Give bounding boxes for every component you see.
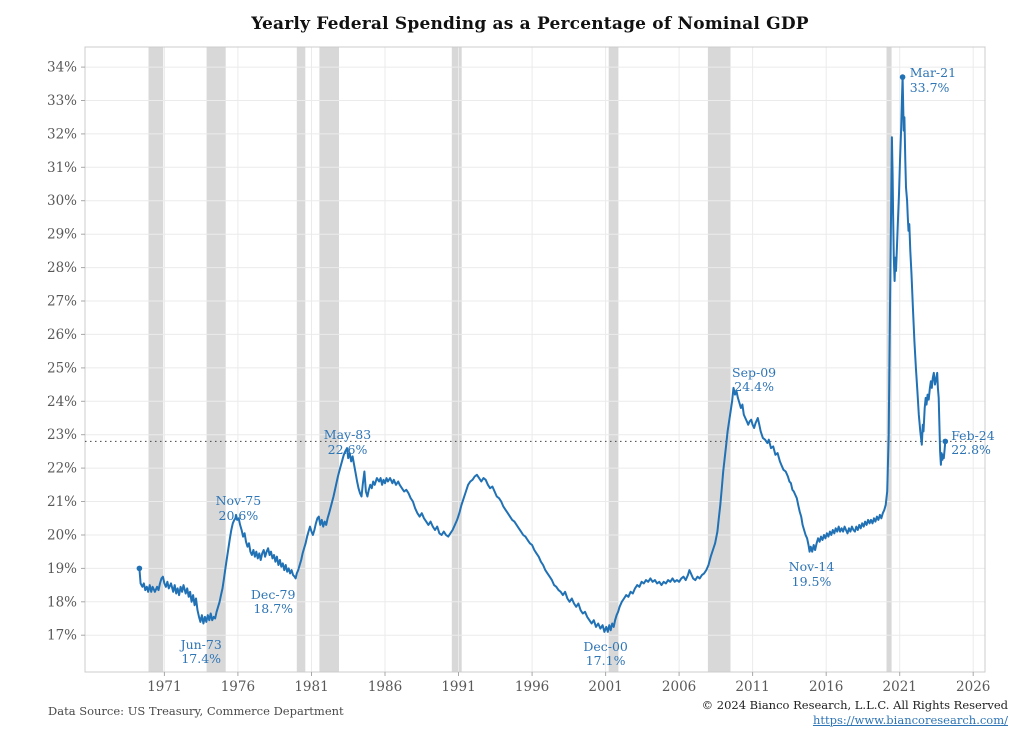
x-tick-label: 1976	[221, 679, 255, 695]
x-tick-label: 2021	[883, 679, 917, 695]
recession-band	[451, 47, 462, 672]
recession-band	[319, 47, 339, 672]
y-tick-label: 21%	[47, 494, 77, 510]
y-tick-label: 27%	[47, 294, 77, 310]
copyright-text: © 2024 Bianco Research, L.L.C. All Right…	[701, 698, 1008, 712]
y-tick-label: 24%	[47, 394, 77, 410]
recession-band	[148, 47, 164, 672]
y-tick-label: 19%	[47, 561, 77, 577]
annotation-value: 20.6%	[218, 507, 259, 523]
annotation-dec-00: Dec-00 17.1%	[583, 638, 628, 669]
annotation-sep-09: Sep-09 24.4%	[732, 364, 777, 395]
annotation-label: Jun-73	[180, 636, 222, 652]
annotation-value: 24.4%	[734, 379, 774, 394]
recession-band	[608, 47, 619, 672]
y-tick-label: 25%	[47, 360, 77, 376]
y-tick-label: 17%	[47, 628, 77, 644]
data-point-marker	[899, 74, 906, 80]
annotation-label: Mar-21	[909, 65, 957, 81]
x-tick-label: 2001	[588, 679, 622, 695]
biancoresearch-link[interactable]: https://www.biancoresearch.com/	[812, 713, 1008, 727]
annotation-value: 22.8%	[951, 442, 991, 458]
annotation-nov-14: Nov-14 19.5%	[788, 559, 835, 589]
y-tick-label: 29%	[47, 227, 77, 243]
y-tick-label: 22%	[47, 461, 77, 477]
recession-band	[707, 47, 731, 672]
y-tick-label: 18%	[47, 594, 77, 610]
annotation-label: Feb-24	[951, 427, 995, 443]
x-tick-label: 2026	[956, 679, 990, 695]
data-source-note: Data Source: US Treasury, Commerce Depar…	[48, 704, 344, 718]
x-tick-label: 1996	[515, 679, 549, 695]
copyright-block: © 2024 Bianco Research, L.L.C. All Right…	[702, 698, 1008, 727]
data-point-marker	[136, 565, 143, 572]
annotation-feb-24: Feb-24 22.8%	[951, 427, 995, 458]
data-point-marker	[942, 438, 949, 445]
annotation-label: Nov-14	[788, 559, 835, 574]
x-tick-label: 1986	[368, 679, 402, 695]
chart-title: Yearly Federal Spending as a Percentage …	[251, 14, 809, 34]
y-tick-label: 30%	[47, 193, 77, 209]
x-tick-label: 1971	[147, 679, 181, 695]
y-tick-label: 31%	[47, 160, 77, 176]
recession-band	[296, 47, 306, 672]
annotation-label: Dec-00	[583, 638, 628, 654]
annotation-label: May-83	[323, 427, 372, 442]
plot-frame	[84, 46, 986, 673]
y-tick-label: 34%	[47, 60, 77, 76]
x-tick-label: 1981	[294, 679, 328, 695]
annotation-value: 33.7%	[909, 79, 950, 95]
annotation-value: 17.1%	[585, 653, 626, 669]
annotation-value: 18.7%	[253, 601, 294, 617]
annotation-jun-73: Jun-73 17.4%	[180, 636, 222, 667]
annotation-value: 22.6%	[327, 441, 368, 457]
y-tick-label: 33%	[47, 93, 77, 109]
y-tick-label: 23%	[47, 427, 77, 443]
x-tick-label: 2011	[735, 679, 769, 695]
annotation-label: Dec-79	[250, 586, 296, 602]
x-tick-label: 1991	[441, 679, 475, 695]
annotation-label: Nov-75	[215, 493, 262, 509]
y-tick-label: 32%	[47, 126, 77, 142]
annotation-dec-79: Dec-79 18.7%	[250, 586, 296, 617]
y-tick-label: 20%	[47, 528, 77, 544]
annotation-value: 17.4%	[181, 651, 222, 667]
annotation-value: 19.5%	[791, 573, 832, 589]
y-tick-label: 28%	[47, 260, 77, 276]
x-tick-label: 2016	[809, 679, 843, 695]
annotation-label: Sep-09	[732, 364, 777, 380]
annotation-nov-75: Nov-75 20.6%	[216, 494, 262, 523]
y-tick-label: 26%	[47, 327, 77, 343]
x-tick-label: 2006	[662, 679, 696, 695]
recession-band	[206, 47, 226, 672]
annotation-mar-21: Mar-21 33.7%	[910, 66, 956, 95]
annotation-may-83: May-83 22.6%	[323, 427, 372, 457]
spending-line	[138, 76, 947, 633]
